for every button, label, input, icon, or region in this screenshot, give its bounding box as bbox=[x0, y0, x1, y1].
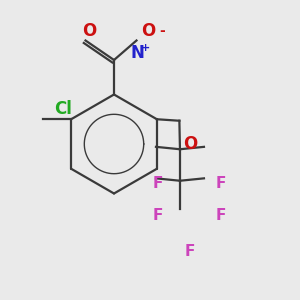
Text: O: O bbox=[82, 22, 96, 40]
Text: F: F bbox=[153, 176, 164, 191]
Text: F: F bbox=[184, 244, 195, 260]
Text: F: F bbox=[216, 176, 226, 191]
Text: +: + bbox=[140, 43, 150, 53]
Text: O: O bbox=[142, 22, 156, 40]
Text: F: F bbox=[216, 208, 226, 224]
Text: F: F bbox=[153, 208, 164, 224]
Text: O: O bbox=[183, 135, 197, 153]
Text: N: N bbox=[130, 44, 144, 62]
Text: -: - bbox=[159, 24, 165, 38]
Text: Cl: Cl bbox=[54, 100, 72, 118]
